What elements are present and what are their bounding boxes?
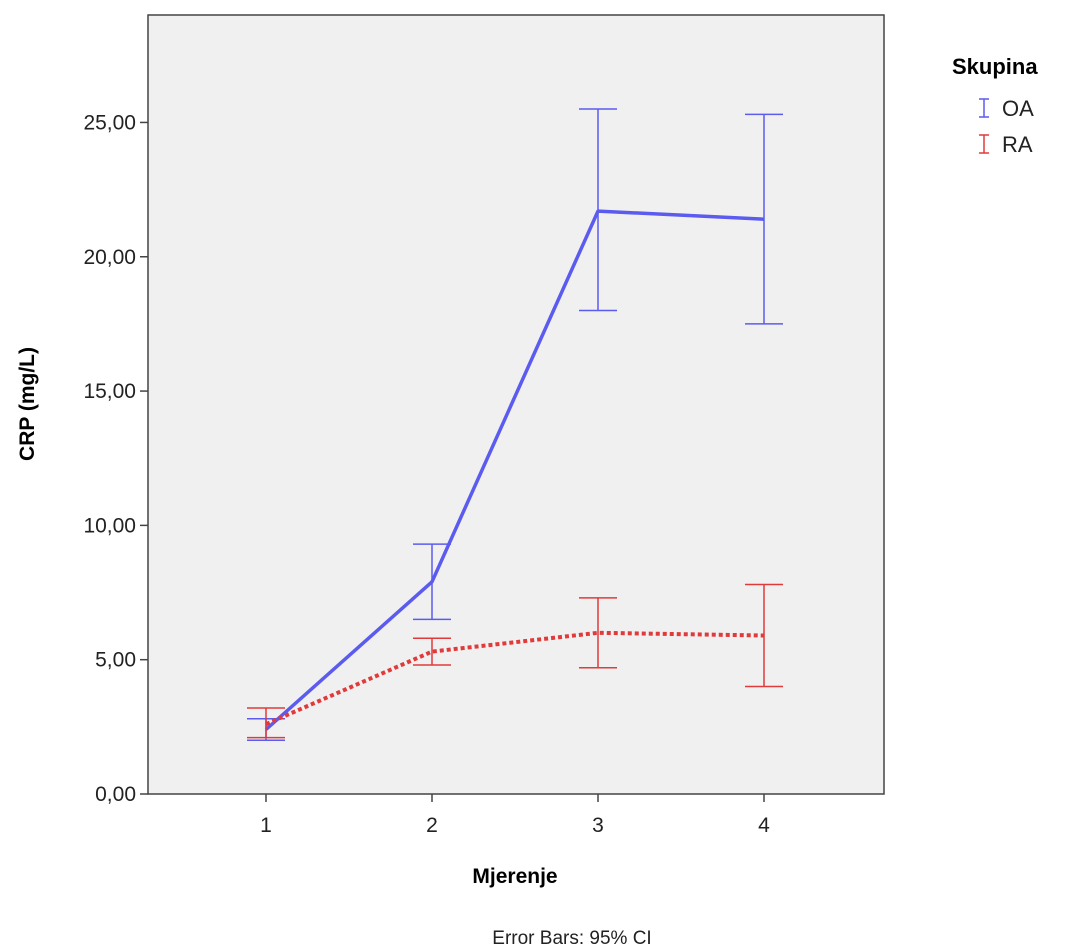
series-ra: [247, 583, 783, 739]
legend-label: OA: [1002, 96, 1034, 121]
error-bar-icon: [979, 98, 989, 118]
plot-area: [147, 14, 885, 795]
x-tick-label: 1: [260, 814, 272, 837]
error-bar: [413, 637, 451, 666]
y-tick-label: 15,00: [83, 380, 136, 403]
x-axis: 1 2 3 4: [260, 794, 770, 837]
series-layer: [247, 108, 783, 742]
y-tick-label: 10,00: [83, 514, 136, 537]
series-line: [264, 209, 765, 731]
legend-item-oa: OA: [979, 96, 1034, 121]
y-tick-label: 20,00: [83, 246, 136, 269]
error-bar-icon: [979, 134, 989, 154]
x-tick-label: 2: [426, 814, 438, 837]
legend-label: RA: [1002, 132, 1033, 157]
x-tick-label: 3: [592, 814, 604, 837]
x-axis-title: Mjerenje: [472, 865, 557, 888]
y-tick-label: 25,00: [83, 111, 136, 134]
legend: Skupina OA RA: [952, 54, 1038, 157]
legend-title: Skupina: [952, 54, 1038, 79]
y-tick-label: 0,00: [95, 783, 136, 806]
error-bar: [579, 597, 617, 669]
error-bar: [745, 583, 783, 688]
y-tick-label: 5,00: [95, 649, 136, 672]
series-oa: [247, 108, 783, 742]
y-axis-title: CRP (mg/L): [16, 347, 39, 461]
legend-item-ra: RA: [979, 132, 1033, 157]
footnote: Error Bars: 95% CI: [492, 928, 651, 949]
y-axis: 0,00 5,00 10,00 15,00 20,00 25,00: [83, 111, 148, 806]
x-tick-label: 4: [758, 814, 770, 837]
